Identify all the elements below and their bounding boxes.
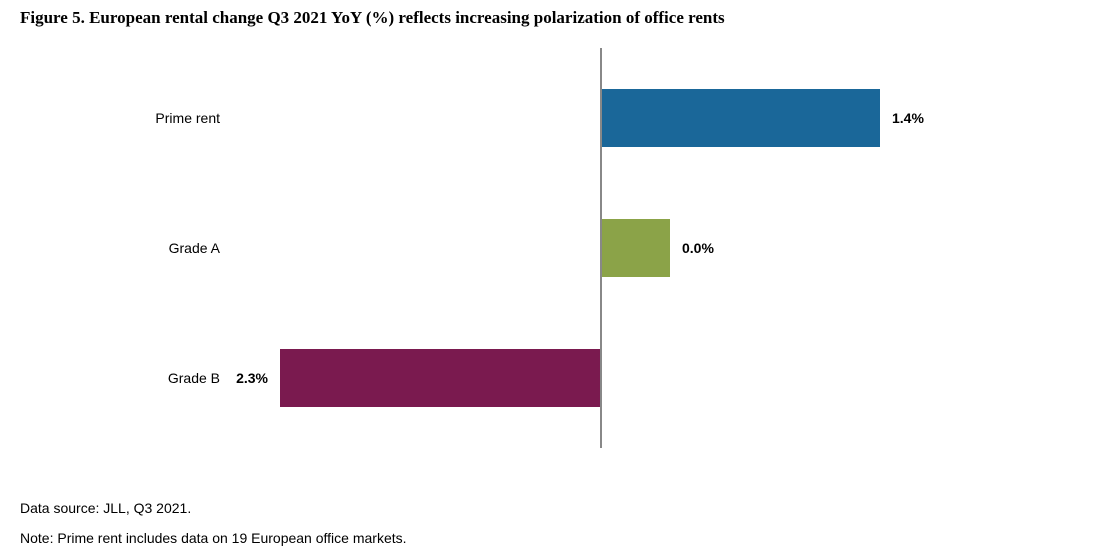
bar [600, 219, 670, 277]
chart-title: Figure 5. European rental change Q3 2021… [20, 8, 1080, 28]
bar [600, 89, 880, 147]
value-label: 1.4% [892, 110, 924, 126]
category-label: Grade B [20, 370, 220, 386]
chart-footer: Data source: JLL, Q3 2021. Note: Prime r… [20, 500, 1080, 546]
value-label: 0.0% [682, 240, 714, 256]
chart-note: Note: Prime rent includes data on 19 Eur… [20, 530, 1080, 546]
category-label: Prime rent [20, 110, 220, 126]
bar-chart: Prime rent 1.4% Grade A 0.0% Grade B 2.3% [20, 48, 1080, 448]
value-label: 2.3% [236, 370, 268, 386]
bar [280, 349, 600, 407]
zero-axis [600, 48, 602, 448]
data-source: Data source: JLL, Q3 2021. [20, 500, 1080, 516]
category-label: Grade A [20, 240, 220, 256]
